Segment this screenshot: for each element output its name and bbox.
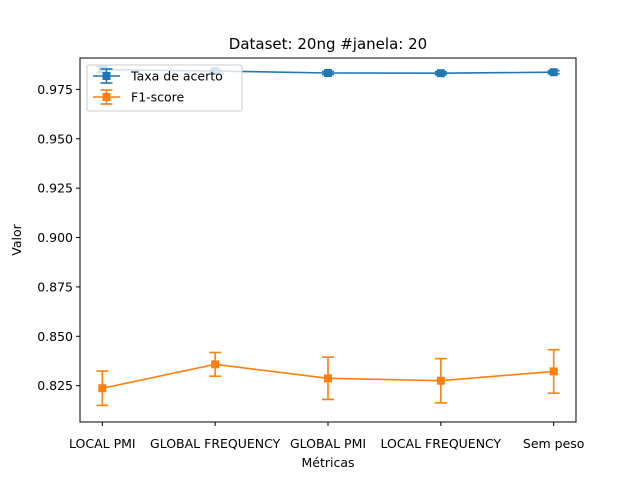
x-axis: LOCAL PMI GLOBAL FREQUENCY GLOBAL PMI LOCAL… <box>69 422 584 451</box>
x-tick-label: GLOBAL FREQUENCY <box>150 436 281 451</box>
legend-item: Taxa de acerto <box>93 68 223 84</box>
y-tick-label: 0.925 <box>37 181 73 196</box>
y-tick-label: 0.850 <box>37 329 73 344</box>
data-point <box>436 376 445 385</box>
chart-title: Dataset: 20ng #janela: 20 <box>229 35 427 53</box>
y-axis: 0.825 0.850 0.875 0.900 0.925 0.950 0.975 <box>37 82 80 393</box>
data-point <box>98 384 107 393</box>
legend-item: F1-score <box>93 89 185 105</box>
legend-label: Taxa de acerto <box>130 69 223 84</box>
x-tick-label: GLOBAL PMI <box>290 436 366 451</box>
x-axis-label: Métricas <box>301 455 354 470</box>
legend-marker <box>102 72 111 80</box>
y-tick-label: 0.900 <box>37 230 73 245</box>
series-1 <box>96 348 560 407</box>
legend-label: F1-score <box>131 90 185 105</box>
x-tick-label: Sem peso <box>523 436 585 451</box>
x-tick-label: LOCAL FREQUENCY <box>380 436 501 451</box>
data-point <box>549 68 558 77</box>
legend-marker <box>102 93 111 101</box>
y-tick-label: 0.875 <box>37 279 73 294</box>
data-point <box>324 69 332 78</box>
y-axis-label: Valor <box>9 223 24 255</box>
data-point <box>211 360 220 369</box>
legend-box <box>86 64 243 112</box>
y-tick-label: 0.825 <box>37 378 73 393</box>
data-point <box>436 69 445 78</box>
data-point <box>549 367 558 376</box>
y-tick-label: 0.975 <box>37 82 73 97</box>
x-tick-label: LOCAL PMI <box>69 436 136 451</box>
data-point <box>324 374 332 383</box>
legend: Taxa de acerto F1-score <box>86 64 243 112</box>
y-tick-label: 0.950 <box>37 131 73 146</box>
